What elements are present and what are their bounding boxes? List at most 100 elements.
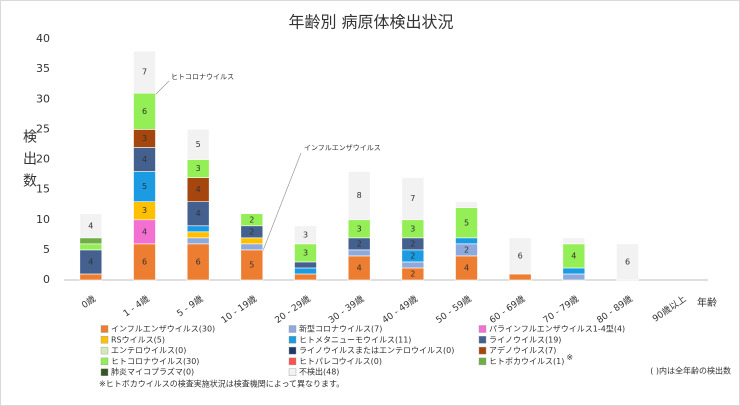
bar-segment (240, 213, 264, 227)
bar-segment (186, 231, 210, 239)
x-tick-label: 60 - 69歳 (487, 293, 527, 326)
data-label: 3 (303, 230, 308, 239)
data-label: 5 (196, 140, 201, 149)
legend-label: パラインフルエンザウイルス1-4型(4) (489, 325, 625, 334)
data-label: 5 (249, 260, 254, 269)
bar-segment (186, 237, 210, 245)
bar-segment (79, 213, 103, 239)
legend-label: RSウイルス(5) (111, 335, 165, 344)
data-label: 3 (357, 224, 362, 233)
data-label: 6 (625, 257, 630, 266)
data-label: 5 (464, 218, 469, 227)
data-label: 6 (196, 257, 201, 266)
bar-segment (401, 261, 425, 269)
bar-segment (616, 243, 639, 281)
legend-swatch (478, 325, 487, 333)
data-label: 4 (357, 263, 362, 272)
legend-label: ヒトパレコウイルス(0) (299, 357, 382, 366)
bar-segment (133, 50, 156, 94)
legend-label: ヒトメタニューモウイルス(11) (299, 335, 411, 344)
bar-segment (294, 261, 317, 269)
legend-label: ライノウイルスまたはエンテロウイルス(0) (299, 346, 454, 355)
legend-swatch (288, 336, 297, 344)
data-label: 3 (142, 206, 147, 215)
legend-swatch (100, 357, 109, 366)
data-label: 3 (196, 164, 201, 173)
y-tick-label: 5 (43, 243, 50, 256)
data-label: 2 (410, 239, 415, 248)
y-tick-label: 0 (43, 273, 50, 286)
legend-swatch (100, 325, 109, 333)
x-tick-label: 40 - 49歳 (380, 293, 420, 326)
data-label: 4 (464, 263, 469, 272)
bar-segment (186, 225, 210, 233)
legend-label: ヒトコロナウイルス(30) (111, 357, 199, 366)
x-tick-label: 10 - 19歳 (219, 293, 259, 326)
legend-label: 不検出(48) (299, 367, 339, 377)
bar-segment (508, 237, 532, 275)
x-tick-label: 20 - 29歳 (272, 293, 312, 326)
legend-swatch (100, 368, 109, 376)
footnote: ※ヒトボカウイルスの検査実施状況は検査機関によって異なります。 (99, 379, 344, 389)
data-label: 4 (142, 227, 147, 236)
data-label: 7 (410, 194, 415, 203)
bar-segment (401, 177, 425, 221)
bar-segment (240, 243, 264, 251)
legend-label: アデノウイルス(7) (489, 345, 556, 355)
bar-segment (79, 243, 103, 251)
legend-label: 肺炎マイコプラズマ(0) (111, 367, 194, 377)
data-label: 2 (249, 227, 254, 236)
x-tick-label: 0歳 (79, 293, 98, 311)
data-label: 2 (249, 215, 254, 224)
bar-segment (562, 267, 586, 275)
x-tick-label: 30 - 39歳 (326, 293, 366, 326)
data-label: 4 (142, 155, 147, 164)
legend-swatch (100, 336, 109, 344)
count-note: ( )内は全年齢の検出数 (650, 366, 731, 376)
data-label: 2 (357, 239, 362, 248)
bar-segment (294, 267, 317, 275)
bar-segment (186, 129, 210, 160)
legend-label: エンテロウイルス(0) (111, 346, 186, 355)
y-tick-label: 40 (36, 32, 50, 45)
bar-segment (562, 273, 586, 281)
data-label: 4 (571, 251, 576, 260)
x-tick-label: 70 - 79歳 (541, 293, 581, 326)
x-tick-label: 5 - 9歳 (174, 293, 205, 320)
chart-title: 年齢別 病原体検出状況 (288, 13, 453, 32)
legend-label: インフルエンザウイルス(30) (111, 325, 215, 334)
y-axis-label: 検出数 (21, 129, 37, 195)
annotation: インフルエンザウイルス (304, 144, 381, 152)
data-label: 2 (464, 245, 469, 254)
y-tick-label: 20 (36, 153, 50, 166)
x-tick-label: 80 - 89歳 (594, 293, 634, 326)
annotation-line (256, 152, 302, 267)
bar-segment (294, 225, 317, 245)
data-label: 8 (357, 191, 362, 200)
y-tick-label: 25 (36, 122, 50, 135)
bar-segment (347, 249, 371, 257)
data-label: 6 (142, 257, 147, 266)
legend-swatch (288, 325, 297, 333)
data-label: 3 (303, 248, 308, 257)
data-label: 2 (410, 269, 415, 278)
annotation: ヒトコロナウイルス (171, 73, 234, 81)
x-axis-label: 年齢 (697, 296, 717, 309)
legend-swatch (478, 336, 487, 344)
data-label: 6 (518, 251, 523, 260)
data-label: 4 (196, 185, 201, 194)
bar-segment (347, 171, 371, 221)
x-tick-label: 90歳以上 (650, 293, 688, 325)
y-tick-label: 30 (36, 92, 50, 105)
legend-label: 新型コロナウイルス(7) (299, 324, 382, 334)
data-label: 7 (142, 68, 147, 77)
legend-label: ヒトボカウイルス(1) (489, 357, 564, 366)
legend-swatch (288, 357, 297, 366)
data-label: 4 (88, 257, 93, 266)
data-label: 6 (142, 107, 147, 116)
bar-segment (455, 237, 478, 245)
legend-label: ライノウイルス(19) (489, 335, 561, 344)
bar-segment (79, 237, 103, 245)
bar-segment (455, 201, 478, 209)
